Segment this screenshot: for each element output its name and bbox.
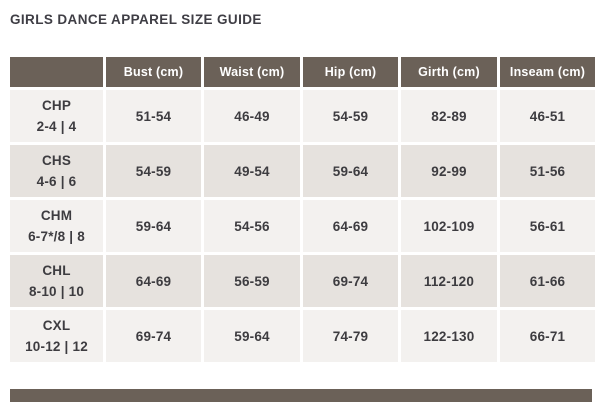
column-header-inseam: Inseam (cm) (497, 54, 598, 90)
size-code: CHM (40, 208, 73, 223)
waist-value-cell: 54-56 (201, 197, 303, 255)
girth-value-cell: 122-130 (398, 307, 500, 365)
bust-value-cell: 69-74 (103, 307, 204, 365)
size-code: CXL (42, 318, 71, 333)
page-title: GIRLS DANCE APPAREL SIZE GUIDE (10, 12, 262, 27)
hip-value-cell: 64-69 (300, 197, 401, 255)
size-guide-table: Bust (cm) Waist (cm) Hip (cm) Girth (cm)… (7, 54, 598, 365)
bust-value-cell: 64-69 (103, 252, 204, 310)
girth-value-cell: 112-120 (398, 252, 500, 310)
girth-value-cell: 102-109 (398, 197, 500, 255)
size-code: CHL (42, 263, 71, 278)
table-header-row: Bust (cm) Waist (cm) Hip (cm) Girth (cm)… (7, 54, 598, 90)
waist-value-cell: 59-64 (201, 307, 303, 365)
column-header-girth: Girth (cm) (398, 54, 500, 90)
table-row: CHM 6-7*/8 | 8 59-64 54-56 64-69 102-109 56-61 (7, 197, 598, 255)
table-body: CHP 2-4 | 4 51-54 46-49 54-59 82-89 46-51 CHS 4-… (7, 87, 598, 365)
inseam-value-cell: 61-66 (497, 252, 598, 310)
size-label-cell: CHS 4-6 | 6 (7, 142, 106, 200)
bust-value-cell: 54-59 (103, 142, 204, 200)
size-range: 4-6 | 6 (36, 174, 77, 189)
size-label-cell: CHL 8-10 | 10 (7, 252, 106, 310)
girth-value-cell: 92-99 (398, 142, 500, 200)
inseam-value-cell: 56-61 (497, 197, 598, 255)
bust-value-cell: 59-64 (103, 197, 204, 255)
column-header-waist: Waist (cm) (201, 54, 303, 90)
waist-value-cell: 49-54 (201, 142, 303, 200)
waist-value-cell: 56-59 (201, 252, 303, 310)
size-range: 8-10 | 10 (28, 284, 85, 299)
girth-value-cell: 82-89 (398, 87, 500, 145)
hip-value-cell: 54-59 (300, 87, 401, 145)
table-row: CHL 8-10 | 10 64-69 56-59 69-74 112-120 61-66 (7, 252, 598, 310)
size-range: 6-7*/8 | 8 (28, 229, 85, 244)
inseam-value-cell: 66-71 (497, 307, 598, 365)
table-row: CHS 4-6 | 6 54-59 49-54 59-64 92-99 51-56 (7, 142, 598, 200)
table-row: CHP 2-4 | 4 51-54 46-49 54-59 82-89 46-51 (7, 87, 598, 145)
size-code: CHP (41, 98, 72, 113)
next-table-header-partial (10, 389, 592, 402)
column-header-bust: Bust (cm) (103, 54, 204, 90)
size-label-cell: CHP 2-4 | 4 (7, 87, 106, 145)
size-range: 10-12 | 12 (25, 339, 88, 354)
inseam-value-cell: 51-56 (497, 142, 598, 200)
table-row: CXL 10-12 | 12 69-74 59-64 74-79 122-130 66-71 (7, 307, 598, 365)
column-header-size (7, 54, 106, 90)
size-code: CHS (41, 153, 72, 168)
hip-value-cell: 74-79 (300, 307, 401, 365)
hip-value-cell: 69-74 (300, 252, 401, 310)
inseam-value-cell: 46-51 (497, 87, 598, 145)
waist-value-cell: 46-49 (201, 87, 303, 145)
bust-value-cell: 51-54 (103, 87, 204, 145)
size-label-cell: CHM 6-7*/8 | 8 (7, 197, 106, 255)
column-header-hip: Hip (cm) (300, 54, 401, 90)
hip-value-cell: 59-64 (300, 142, 401, 200)
size-range: 2-4 | 4 (36, 119, 77, 134)
size-label-cell: CXL 10-12 | 12 (7, 307, 106, 365)
